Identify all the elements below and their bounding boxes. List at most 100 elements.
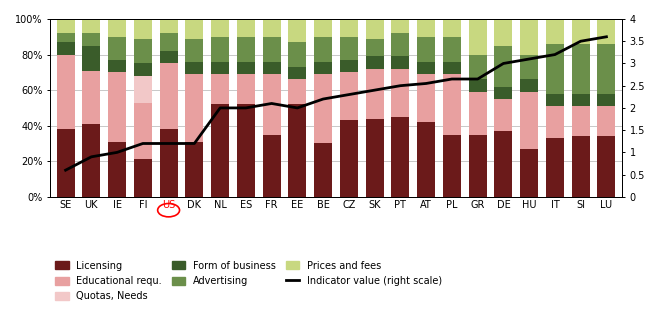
Bar: [443, 62, 461, 74]
Bar: [185, 62, 203, 74]
Bar: [160, 51, 178, 64]
Bar: [340, 60, 358, 72]
Bar: [494, 19, 512, 46]
Bar: [314, 62, 332, 74]
Bar: [340, 72, 358, 120]
Bar: [108, 19, 126, 37]
Bar: [108, 142, 126, 197]
Bar: [391, 19, 409, 33]
Bar: [520, 79, 538, 92]
Bar: [597, 106, 615, 136]
Bar: [314, 19, 332, 37]
Bar: [288, 104, 306, 197]
Bar: [443, 37, 461, 62]
Bar: [211, 37, 229, 62]
Bar: [108, 37, 126, 60]
Bar: [520, 149, 538, 197]
Bar: [469, 19, 486, 55]
Bar: [597, 136, 615, 197]
Bar: [134, 64, 152, 76]
Bar: [597, 94, 615, 106]
Bar: [82, 124, 100, 197]
Bar: [572, 19, 589, 44]
Bar: [160, 129, 178, 197]
Bar: [443, 74, 461, 135]
Bar: [443, 19, 461, 37]
Bar: [288, 67, 306, 79]
Bar: [237, 19, 255, 37]
Bar: [288, 42, 306, 67]
Bar: [546, 94, 564, 106]
Bar: [546, 106, 564, 138]
Bar: [134, 160, 152, 197]
Bar: [57, 42, 75, 55]
Bar: [263, 74, 280, 135]
Bar: [263, 19, 280, 37]
Bar: [572, 94, 589, 106]
Bar: [546, 19, 564, 44]
Bar: [82, 71, 100, 124]
Bar: [263, 62, 280, 74]
Bar: [469, 55, 486, 79]
Bar: [108, 72, 126, 142]
Bar: [340, 37, 358, 60]
Bar: [134, 76, 152, 103]
Legend: Licensing, Educational requ., Quotas, Needs, Form of business, Advertising, Pric: Licensing, Educational requ., Quotas, Ne…: [51, 257, 446, 305]
Bar: [340, 120, 358, 197]
Bar: [597, 44, 615, 94]
Bar: [160, 33, 178, 51]
Bar: [57, 33, 75, 42]
Bar: [211, 74, 229, 104]
Bar: [57, 55, 75, 129]
Bar: [263, 37, 280, 62]
Bar: [211, 19, 229, 37]
Bar: [314, 144, 332, 197]
Bar: [366, 56, 383, 69]
Bar: [108, 60, 126, 72]
Bar: [469, 79, 486, 92]
Bar: [417, 62, 435, 74]
Bar: [597, 19, 615, 44]
Bar: [211, 104, 229, 197]
Bar: [237, 62, 255, 74]
Bar: [366, 19, 383, 38]
Bar: [185, 74, 203, 142]
Bar: [520, 19, 538, 55]
Bar: [57, 129, 75, 197]
Bar: [211, 62, 229, 74]
Bar: [288, 79, 306, 104]
Bar: [288, 19, 306, 42]
Bar: [572, 44, 589, 94]
Bar: [237, 74, 255, 104]
Bar: [572, 136, 589, 197]
Bar: [82, 46, 100, 71]
Bar: [263, 135, 280, 197]
Bar: [314, 37, 332, 62]
Bar: [237, 104, 255, 197]
Bar: [494, 131, 512, 197]
Bar: [417, 19, 435, 37]
Bar: [391, 33, 409, 56]
Bar: [340, 19, 358, 37]
Bar: [82, 19, 100, 33]
Bar: [443, 135, 461, 197]
Bar: [57, 19, 75, 33]
Bar: [134, 38, 152, 64]
Bar: [391, 56, 409, 69]
Bar: [417, 122, 435, 197]
Bar: [366, 69, 383, 119]
Bar: [160, 19, 178, 33]
Bar: [469, 135, 486, 197]
Bar: [160, 64, 178, 129]
Bar: [391, 117, 409, 197]
Bar: [82, 33, 100, 46]
Bar: [185, 19, 203, 38]
Bar: [185, 38, 203, 62]
Bar: [314, 74, 332, 144]
Bar: [469, 92, 486, 135]
Bar: [391, 69, 409, 117]
Bar: [134, 19, 152, 38]
Bar: [546, 138, 564, 197]
Bar: [134, 103, 152, 160]
Bar: [520, 92, 538, 149]
